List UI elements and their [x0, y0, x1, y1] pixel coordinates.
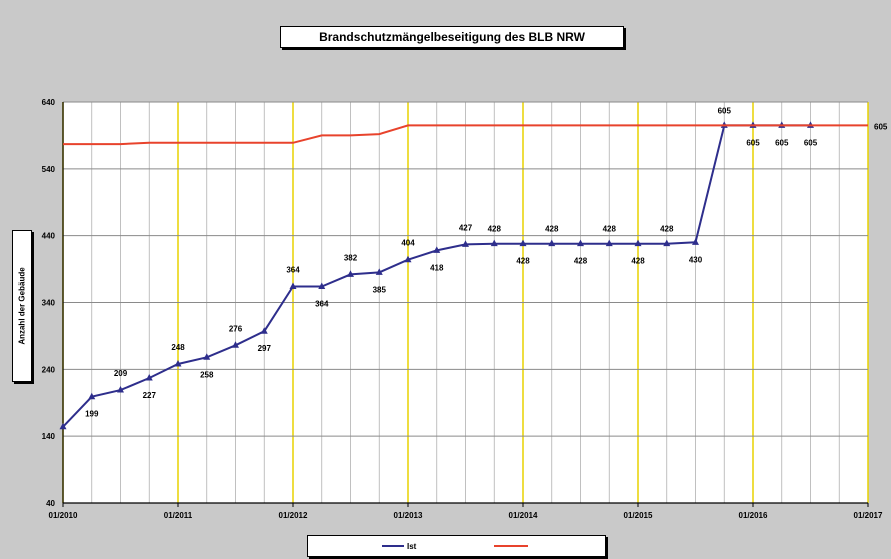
data-label: 418 — [430, 263, 444, 272]
data-label: 364 — [315, 299, 329, 308]
data-point-marker — [318, 282, 326, 289]
legend-item-target — [494, 536, 531, 556]
data-label: 605 — [804, 138, 818, 147]
data-label: 385 — [373, 285, 387, 294]
y-tick-label: 640 — [42, 98, 56, 107]
data-point-marker — [289, 282, 297, 289]
data-point-marker — [404, 255, 412, 263]
data-point-marker — [462, 240, 469, 247]
data-label: 209 — [114, 369, 128, 378]
data-label: 248 — [171, 343, 185, 352]
chart-title: Brandschutzmängelbeseitigung des BLB NRW — [280, 26, 624, 48]
legend-item-ist: Ist — [382, 536, 416, 556]
axes: 40 140 240 340 440 540 640 01/2010 01/2011 01/201… — [42, 98, 883, 520]
data-label: 428 — [488, 225, 502, 234]
data-point-marker — [88, 392, 96, 400]
data-point-marker — [692, 238, 699, 245]
data-label: 605 — [775, 138, 789, 147]
data-point-marker — [174, 359, 182, 367]
x-tick-label: 01/2016 — [739, 511, 768, 520]
data-point-marker — [375, 268, 383, 275]
x-tick-label: 01/2010 — [49, 511, 78, 520]
x-tick-label: 01/2012 — [279, 511, 308, 520]
data-label: 427 — [459, 223, 473, 232]
data-point-marker — [145, 374, 153, 381]
data-point-marker — [232, 341, 239, 348]
data-labels: 199 209 227 248 258 276 297 364 364 382 385 404 418 4… — [85, 106, 888, 418]
y-axis-label: Anzahl der Gebäude — [17, 267, 27, 345]
x-tick-label: 01/2014 — [509, 511, 538, 520]
data-point-marker — [59, 422, 67, 430]
data-point-marker — [605, 239, 613, 247]
y-tick-label: 240 — [42, 365, 56, 374]
y-tick-label: 440 — [42, 232, 56, 241]
y-tick-label: 540 — [42, 165, 56, 174]
data-label: 258 — [200, 370, 214, 379]
y-tick-label: 340 — [42, 299, 56, 308]
data-point-marker — [634, 239, 642, 247]
legend: Ist — [307, 535, 606, 557]
data-point-marker — [117, 386, 124, 393]
data-point-marker — [433, 246, 441, 253]
data-label: 297 — [258, 344, 272, 353]
data-label: 428 — [660, 225, 674, 234]
data-label: 404 — [401, 239, 415, 248]
legend-swatch-ist — [382, 545, 404, 547]
x-tick-label: 01/2013 — [394, 511, 423, 520]
data-label: 605 — [718, 106, 732, 115]
y-tick-label: 140 — [42, 432, 56, 441]
data-label: 605 — [746, 138, 760, 147]
y-axis-label-box: Anzahl der Gebäude — [12, 230, 32, 382]
legend-label-ist: Ist — [407, 541, 417, 551]
data-point-marker — [347, 270, 354, 277]
data-label: 276 — [229, 324, 243, 333]
data-label: 428 — [545, 225, 559, 234]
data-label: 428 — [603, 225, 617, 234]
series-line-target — [63, 124, 868, 146]
data-label: 364 — [286, 265, 300, 274]
series-layer — [59, 121, 868, 430]
data-label: 382 — [344, 253, 358, 262]
data-point-marker — [663, 239, 671, 247]
legend-swatch-target — [494, 545, 528, 547]
data-point-marker — [519, 239, 527, 247]
x-tick-label: 01/2011 — [164, 511, 193, 520]
data-label: 428 — [516, 257, 530, 266]
data-point-marker — [577, 239, 584, 247]
data-point-marker — [490, 239, 498, 247]
data-point-marker — [548, 239, 556, 247]
y-tick-label: 40 — [46, 499, 55, 508]
data-point-marker — [203, 353, 211, 360]
x-tick-label: 01/2017 — [854, 511, 883, 520]
data-label: 227 — [143, 391, 157, 400]
data-label: 428 — [631, 257, 645, 266]
x-tick-label: 01/2015 — [624, 511, 653, 520]
grid-lines — [62, 101, 869, 504]
data-label: 199 — [85, 410, 99, 419]
data-label: 605 — [874, 122, 888, 131]
data-point-marker — [260, 327, 268, 334]
data-label: 428 — [574, 257, 588, 266]
data-label: 430 — [689, 255, 703, 264]
